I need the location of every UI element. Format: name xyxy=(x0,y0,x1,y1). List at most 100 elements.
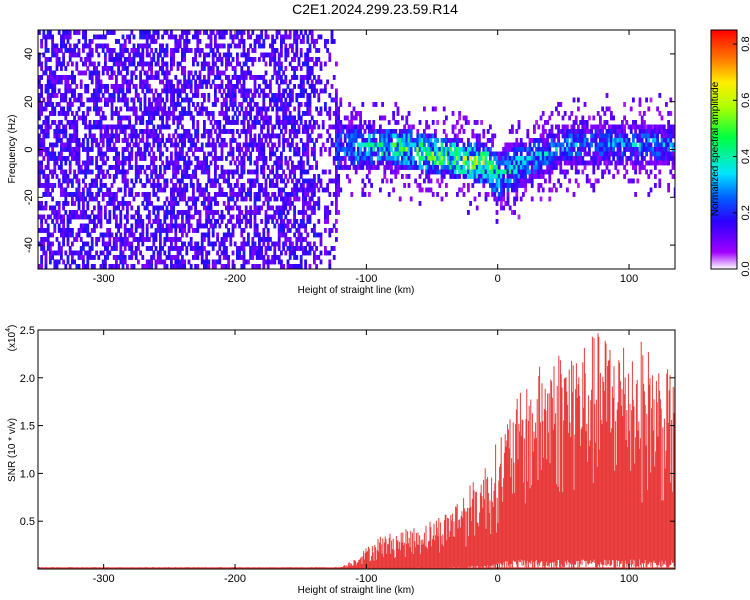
heatmap-cell xyxy=(143,84,147,89)
heatmap-cell xyxy=(152,151,156,157)
heatmap-cell xyxy=(161,205,164,211)
heatmap-cell xyxy=(550,169,554,175)
heatmap-cell xyxy=(40,223,43,229)
heatmap-cell xyxy=(286,48,290,53)
heatmap-cell xyxy=(203,129,206,134)
heatmap-cell xyxy=(396,106,400,112)
heatmap-cell xyxy=(445,115,448,121)
heatmap-cell xyxy=(284,205,288,211)
heatmap-cell xyxy=(249,151,252,157)
heatmap-cell xyxy=(284,57,288,62)
heatmap-cell xyxy=(167,138,171,143)
heatmap-cell xyxy=(95,88,98,94)
heatmap-cell xyxy=(297,223,301,229)
heatmap-cell xyxy=(185,34,189,40)
heatmap-cell xyxy=(60,214,63,220)
heatmap-cell xyxy=(196,84,200,89)
heatmap-cell xyxy=(484,196,488,202)
heatmap-cell xyxy=(394,169,398,175)
heatmap-cell xyxy=(126,214,129,220)
heatmap-cell xyxy=(183,264,186,269)
heatmap-cell xyxy=(95,196,98,202)
heatmap-cell xyxy=(271,52,274,58)
heatmap-cell xyxy=(141,120,145,125)
heatmap-cell xyxy=(119,160,123,166)
heatmap-cell xyxy=(163,210,167,215)
heatmap-cell xyxy=(220,129,224,134)
heatmap-cell xyxy=(209,178,213,184)
heatmap-cell xyxy=(64,34,68,40)
heatmap-cell xyxy=(467,138,470,143)
heatmap-cell xyxy=(273,93,277,98)
heatmap-cell xyxy=(97,88,101,94)
heatmap-cell xyxy=(49,111,52,116)
heatmap-cell xyxy=(209,70,213,76)
heatmap-cell xyxy=(304,187,307,193)
heatmap-cell xyxy=(548,156,552,161)
heatmap-cell xyxy=(530,183,534,188)
heatmap-cell xyxy=(282,223,285,229)
heatmap-cell xyxy=(205,214,208,220)
heatmap-cell xyxy=(194,88,197,94)
heatmap-cell xyxy=(539,183,543,188)
heatmap-cell xyxy=(299,79,303,85)
heatmap-cell xyxy=(40,237,43,242)
heatmap-cell xyxy=(211,183,215,188)
heatmap-cell xyxy=(442,147,446,152)
heatmap-cell xyxy=(264,246,268,251)
heatmap-cell xyxy=(40,84,43,89)
heatmap-cell xyxy=(548,196,552,202)
heatmap-cell xyxy=(502,196,505,202)
heatmap-cell xyxy=(134,223,138,229)
heatmap-cell xyxy=(537,165,541,170)
heatmap-cell xyxy=(420,133,424,139)
heatmap-cell xyxy=(200,111,204,116)
heatmap-cell xyxy=(269,156,272,161)
heatmap-cell xyxy=(530,156,534,161)
heatmap-cell xyxy=(302,160,305,166)
heatmap-cell xyxy=(53,264,57,269)
heatmap-cell xyxy=(115,151,118,157)
heatmap-cell xyxy=(453,160,457,166)
heatmap-cell xyxy=(211,241,215,247)
heatmap-cell xyxy=(504,156,508,161)
heatmap-cell xyxy=(425,165,428,170)
heatmap-cell xyxy=(550,124,554,130)
heatmap-cell xyxy=(412,142,415,148)
heatmap-cell xyxy=(229,169,233,175)
heatmap-cell xyxy=(407,142,411,148)
heatmap-cell xyxy=(240,210,244,215)
heatmap-cell xyxy=(71,178,74,184)
heatmap-cell xyxy=(255,142,259,148)
heatmap-cell xyxy=(293,183,296,188)
heatmap-cell xyxy=(251,169,255,175)
heatmap-cell xyxy=(93,61,96,67)
heatmap-cell xyxy=(541,129,545,134)
heatmap-cell xyxy=(225,30,228,35)
heatmap-cell xyxy=(445,142,448,148)
heatmap-cell xyxy=(130,178,134,184)
heatmap-cell xyxy=(176,102,180,107)
heatmap-cell xyxy=(141,228,145,233)
heatmap-cell xyxy=(242,61,246,67)
heatmap-cell xyxy=(205,187,208,193)
heatmap-cell xyxy=(293,30,296,35)
heatmap-cell xyxy=(42,169,46,175)
heatmap-cell xyxy=(242,75,246,80)
heatmap-cell xyxy=(163,61,167,67)
heatmap-cell xyxy=(385,178,389,184)
heatmap-cell xyxy=(130,79,134,85)
heatmap-cell xyxy=(68,192,72,197)
heatmap-cell xyxy=(284,75,288,80)
heatmap-cell xyxy=(90,183,94,188)
heatmap-cell xyxy=(216,120,219,125)
heatmap-cell xyxy=(60,151,63,157)
heatmap-cell xyxy=(126,48,129,53)
heatmap-cell xyxy=(163,237,167,242)
heatmap-cell xyxy=(251,183,255,188)
heatmap-cell xyxy=(55,160,59,166)
heatmap-cell xyxy=(178,43,182,49)
heatmap-cell xyxy=(106,124,109,130)
heatmap-cell xyxy=(152,75,156,80)
heatmap-cell xyxy=(284,43,288,49)
